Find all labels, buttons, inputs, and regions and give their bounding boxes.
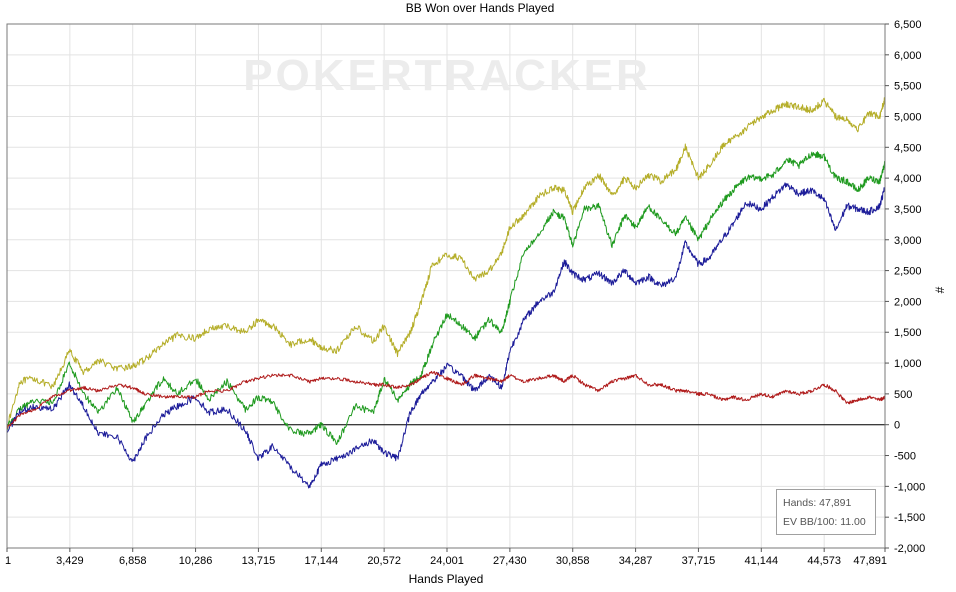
x-tick-label: 10,286 xyxy=(179,555,213,567)
x-tick-label: 1 xyxy=(5,555,11,567)
chart-title: BB Won over Hands Played xyxy=(406,1,555,15)
x-tick-label: 34,287 xyxy=(619,555,653,567)
y-tick-label: 6,000 xyxy=(894,50,922,62)
y-tick-label: -1,000 xyxy=(894,481,925,493)
y-tick-label: 5,000 xyxy=(894,111,922,123)
y-tick-label: 4,000 xyxy=(894,173,922,185)
info-ev-bb100: EV BB/100: 11.00 xyxy=(783,516,866,528)
grid xyxy=(6,23,886,549)
series-line-3 xyxy=(6,182,886,489)
x-tick-label: 6,858 xyxy=(119,555,147,567)
plot-frame xyxy=(6,23,886,549)
x-tick-label: 47,891 xyxy=(853,555,887,567)
y-tick-label: -2,000 xyxy=(894,543,925,555)
y-tick-label: 2,500 xyxy=(894,266,922,278)
y-tick-label: 0 xyxy=(894,420,900,432)
x-tick-label: 37,715 xyxy=(682,555,716,567)
x-tick-label: 41,144 xyxy=(744,555,778,567)
x-axis: 1 3,429 6,858 10,286 13,715 17,144 20,572 24,00… xyxy=(5,548,887,567)
series-line-1 xyxy=(6,97,886,429)
y-tick-label: 2,000 xyxy=(894,296,922,308)
x-tick-label: 30,858 xyxy=(556,555,590,567)
info-box: Hands: 47,891 EV BB/100: 11.00 xyxy=(776,489,876,535)
y-tick-label: 4,500 xyxy=(894,142,922,154)
y-tick-label: 500 xyxy=(894,389,912,401)
y-tick-label: 1,500 xyxy=(894,327,922,339)
x-tick-label: 27,430 xyxy=(493,555,527,567)
x-tick-label: 17,144 xyxy=(304,555,338,567)
y-tick-label: -500 xyxy=(894,451,916,463)
series-line-2 xyxy=(6,151,886,445)
x-tick-label: 3,429 xyxy=(56,555,84,567)
x-tick-label: 24,001 xyxy=(430,555,464,567)
series-group xyxy=(6,97,886,489)
x-axis-title: Hands Played xyxy=(409,572,484,586)
y-tick-label: -1,500 xyxy=(894,512,925,524)
x-tick-label: 20,572 xyxy=(367,555,401,567)
y-tick-label: 3,500 xyxy=(894,204,922,216)
y-axis-title: # xyxy=(933,286,947,293)
watermark: POKERTRACKER xyxy=(243,51,651,100)
y-tick-label: 6,500 xyxy=(894,19,922,31)
x-tick-label: 13,715 xyxy=(242,555,276,567)
x-tick-label: 44,573 xyxy=(807,555,841,567)
series-line-4 xyxy=(6,370,886,429)
info-hands: Hands: 47,891 xyxy=(783,497,852,509)
y-tick-label: 5,500 xyxy=(894,81,922,93)
y-tick-label: 1,000 xyxy=(894,358,922,370)
y-axis: -2,000 -1,500 -1,000 -500 0 500 1,000 1,500 2,00… xyxy=(885,19,925,555)
y-tick-label: 3,000 xyxy=(894,235,922,247)
